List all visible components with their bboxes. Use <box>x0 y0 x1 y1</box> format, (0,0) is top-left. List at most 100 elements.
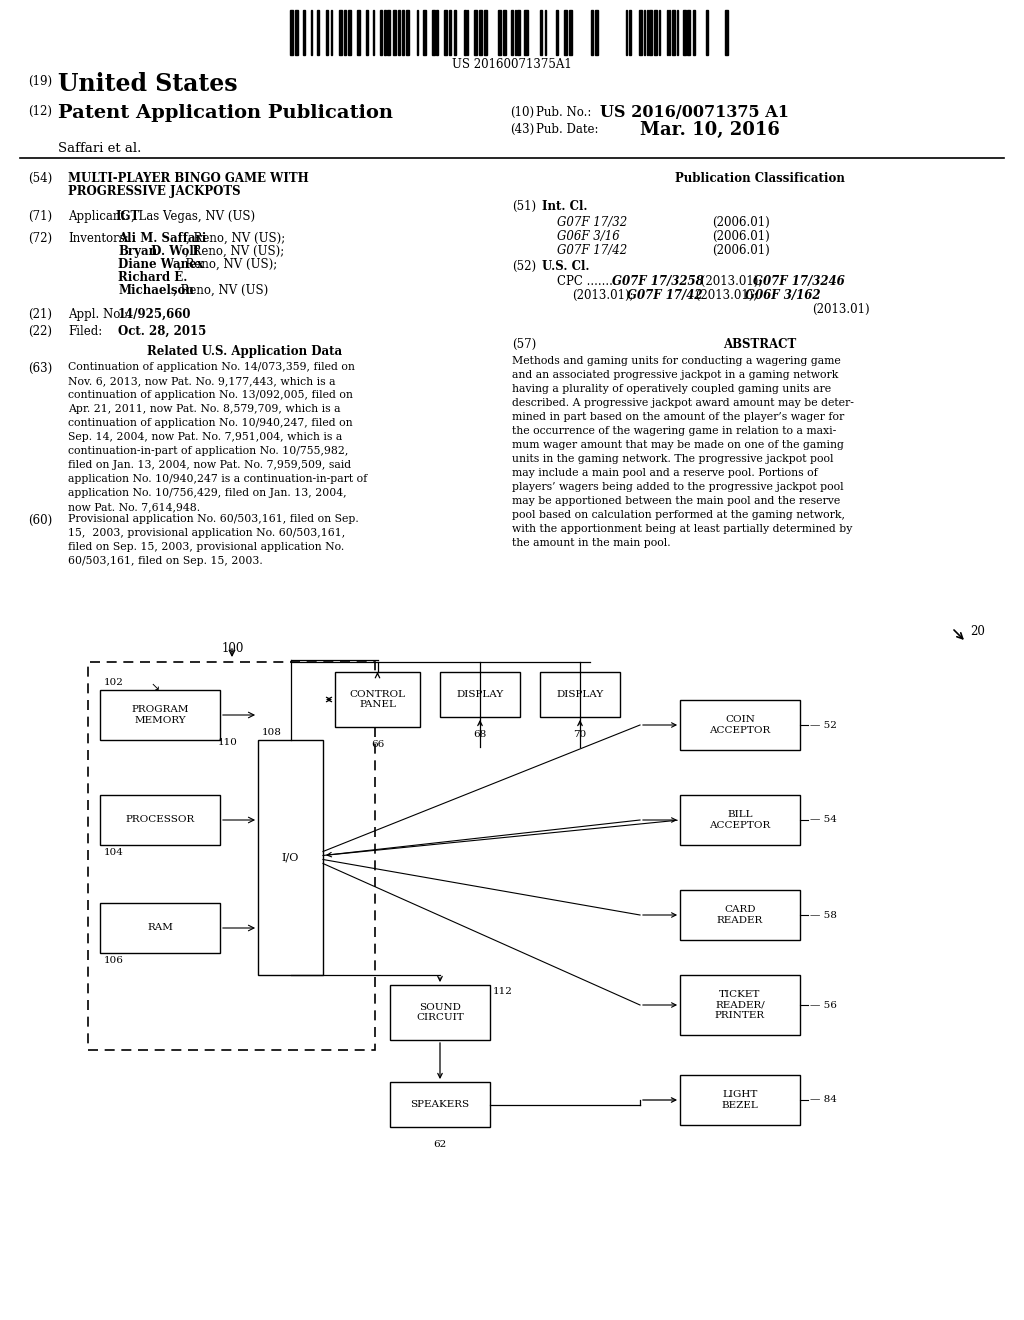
Bar <box>680 890 800 940</box>
Bar <box>347 11 350 55</box>
Text: D. Wolf: D. Wolf <box>147 246 199 257</box>
Bar <box>654 11 656 55</box>
Text: , Las Vegas, NV (US): , Las Vegas, NV (US) <box>131 210 255 223</box>
Bar <box>669 11 670 55</box>
Text: Continuation of application No. 14/073,359, filed on
Nov. 6, 2013, now Pat. No. : Continuation of application No. 14/073,3… <box>68 362 368 512</box>
Text: LIGHT
BEZEL: LIGHT BEZEL <box>722 1090 759 1110</box>
Text: , Reno, NV (US);: , Reno, NV (US); <box>178 257 278 271</box>
Text: (21): (21) <box>28 308 52 321</box>
Text: Filed:: Filed: <box>68 325 102 338</box>
Text: (22): (22) <box>28 325 52 338</box>
Text: , Reno, NV (US);: , Reno, NV (US); <box>185 246 285 257</box>
Bar <box>423 11 426 55</box>
Bar <box>672 11 675 55</box>
Bar <box>406 11 409 55</box>
Bar <box>680 1074 800 1125</box>
Text: (71): (71) <box>28 210 52 223</box>
Text: — 58: — 58 <box>810 911 837 920</box>
Text: MULTI-PLAYER BINGO GAME WITH: MULTI-PLAYER BINGO GAME WITH <box>68 172 309 185</box>
Bar <box>511 11 512 55</box>
Text: G07F 17/42: G07F 17/42 <box>557 244 628 257</box>
Text: Pub. Date:: Pub. Date: <box>536 123 598 136</box>
Text: (54): (54) <box>28 172 52 185</box>
Text: — 84: — 84 <box>810 1096 837 1105</box>
Bar <box>706 11 708 55</box>
Bar <box>648 11 651 55</box>
Text: G07F 17/3258: G07F 17/3258 <box>612 275 703 288</box>
Text: 102: 102 <box>104 678 124 686</box>
Bar <box>595 11 597 55</box>
Text: (2013.01);: (2013.01); <box>692 289 758 302</box>
Text: CONTROL
PANEL: CONTROL PANEL <box>349 690 406 709</box>
Bar <box>317 11 319 55</box>
Bar <box>517 11 520 55</box>
Text: 14/925,660: 14/925,660 <box>118 308 191 321</box>
Text: Appl. No.:: Appl. No.: <box>68 308 128 321</box>
Text: SPEAKERS: SPEAKERS <box>411 1100 470 1109</box>
Text: Publication Classification: Publication Classification <box>675 172 845 185</box>
Text: (2006.01): (2006.01) <box>712 216 770 228</box>
Text: DISPLAY: DISPLAY <box>556 690 603 700</box>
Text: 20: 20 <box>970 624 985 638</box>
Text: CARD
READER: CARD READER <box>717 906 763 925</box>
Bar <box>344 11 345 55</box>
Text: RAM: RAM <box>147 924 173 932</box>
Text: (2013.01): (2013.01) <box>812 304 869 315</box>
Text: (12): (12) <box>28 106 52 117</box>
Bar <box>626 11 627 55</box>
Bar <box>680 975 800 1035</box>
Bar <box>417 11 418 55</box>
Bar <box>392 11 395 55</box>
Text: 100: 100 <box>222 642 245 655</box>
Text: Diane Wanex: Diane Wanex <box>118 257 204 271</box>
Text: 62: 62 <box>433 1140 446 1148</box>
Text: G06F 3/162: G06F 3/162 <box>745 289 820 302</box>
Bar <box>569 11 571 55</box>
Text: Bryan: Bryan <box>118 246 157 257</box>
Bar <box>366 11 368 55</box>
Text: (10): (10) <box>510 106 535 119</box>
Bar <box>692 11 695 55</box>
Bar <box>474 11 476 55</box>
Text: U.S. Cl.: U.S. Cl. <box>542 260 590 273</box>
Bar <box>629 11 631 55</box>
Text: (52): (52) <box>512 260 537 273</box>
Text: CPC ........: CPC ........ <box>557 275 616 288</box>
Bar <box>431 11 434 55</box>
Bar <box>290 11 293 55</box>
Text: G07F 17/3246: G07F 17/3246 <box>753 275 845 288</box>
Bar <box>88 663 375 1049</box>
Text: — 56: — 56 <box>810 1001 837 1010</box>
Bar <box>498 11 501 55</box>
Bar <box>478 11 482 55</box>
Bar <box>436 11 437 55</box>
Text: — 54: — 54 <box>810 816 837 825</box>
Text: Saffari et al.: Saffari et al. <box>58 143 141 154</box>
Text: (19): (19) <box>28 75 52 88</box>
Text: DISPLAY: DISPLAY <box>457 690 504 700</box>
Bar <box>503 11 506 55</box>
Text: , Reno, NV (US);: , Reno, NV (US); <box>186 232 286 246</box>
Text: PROGRESSIVE JACKPOTS: PROGRESSIVE JACKPOTS <box>68 185 241 198</box>
Bar <box>540 672 620 717</box>
Bar <box>680 700 800 750</box>
Text: 106: 106 <box>104 956 124 965</box>
Bar <box>335 672 420 727</box>
Bar <box>258 741 323 975</box>
Bar <box>683 11 685 55</box>
Text: SOUND
CIRCUIT: SOUND CIRCUIT <box>416 1003 464 1022</box>
Text: TICKET
READER/
PRINTER: TICKET READER/ PRINTER <box>715 990 765 1020</box>
Text: (2013.01);: (2013.01); <box>572 289 634 302</box>
Text: Patent Application Publication: Patent Application Publication <box>58 104 393 121</box>
Text: Mar. 10, 2016: Mar. 10, 2016 <box>640 121 780 139</box>
Text: COIN
ACCEPTOR: COIN ACCEPTOR <box>710 715 771 735</box>
Text: Related U.S. Application Data: Related U.S. Application Data <box>147 345 343 358</box>
Text: 104: 104 <box>104 847 124 857</box>
Text: US 20160071375A1: US 20160071375A1 <box>453 58 571 71</box>
Bar <box>591 11 593 55</box>
Bar <box>390 1082 490 1127</box>
Text: 110: 110 <box>218 738 238 747</box>
Bar <box>390 985 490 1040</box>
Text: , Reno, NV (US): , Reno, NV (US) <box>173 284 268 297</box>
Text: PROGRAM
MEMORY: PROGRAM MEMORY <box>131 705 188 725</box>
